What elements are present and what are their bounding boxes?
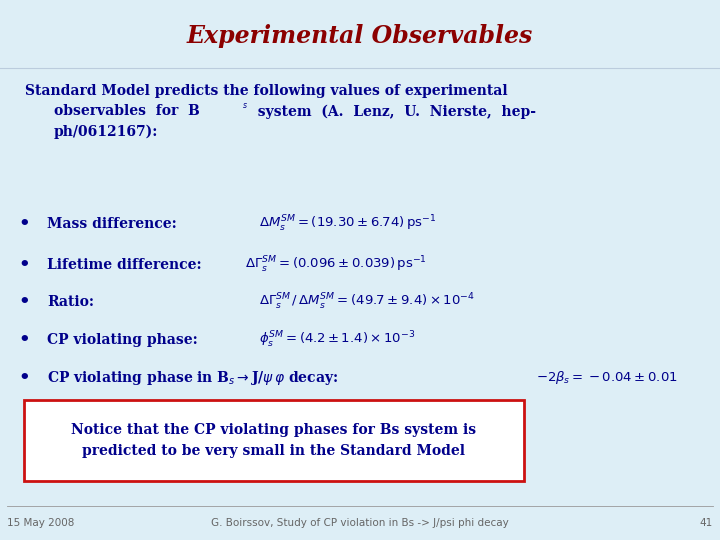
Text: •: • bbox=[18, 293, 30, 312]
Text: $_s$: $_s$ bbox=[242, 101, 248, 111]
Text: Experimental Observables: Experimental Observables bbox=[187, 24, 533, 48]
Text: CP violating phase in B$_s$$\rightarrow$J/$\psi\,\varphi$ decay:: CP violating phase in B$_s$$\rightarrow$… bbox=[47, 369, 338, 387]
Text: •: • bbox=[18, 215, 30, 233]
Text: •: • bbox=[18, 369, 30, 387]
Text: 15 May 2008: 15 May 2008 bbox=[7, 518, 75, 528]
Text: Lifetime difference:: Lifetime difference: bbox=[47, 258, 202, 272]
Text: $\Delta\Gamma_s^{SM}\,/\,\Delta M_s^{SM} = (49.7 \pm 9.4)\times10^{-4}$: $\Delta\Gamma_s^{SM}\,/\,\Delta M_s^{SM}… bbox=[259, 292, 475, 313]
Text: G. Boirssov, Study of CP violation in Bs -> J/psi phi decay: G. Boirssov, Study of CP violation in Bs… bbox=[211, 518, 509, 528]
Text: system  (A.  Lenz,  U.  Nierste,  hep-: system (A. Lenz, U. Nierste, hep- bbox=[248, 104, 536, 119]
Text: $\Delta\Gamma_s^{SM} = (0.096 \pm 0.039)\,\mathrm{ps}^{-1}$: $\Delta\Gamma_s^{SM} = (0.096 \pm 0.039)… bbox=[245, 254, 427, 275]
Text: $\phi_s^{SM} = (4.2 \pm 1.4)\times10^{-3}$: $\phi_s^{SM} = (4.2 \pm 1.4)\times10^{-3… bbox=[259, 330, 415, 350]
Text: $\Delta M_s^{SM} = (19.30 \pm 6.74)\,\mathrm{ps}^{-1}$: $\Delta M_s^{SM} = (19.30 \pm 6.74)\,\ma… bbox=[259, 214, 436, 234]
FancyBboxPatch shape bbox=[24, 400, 524, 481]
Text: •: • bbox=[18, 255, 30, 274]
Text: •: • bbox=[18, 331, 30, 349]
Text: Standard Model predicts the following values of experimental: Standard Model predicts the following va… bbox=[25, 84, 508, 98]
Text: Mass difference:: Mass difference: bbox=[47, 217, 176, 231]
Text: Notice that the CP violating phases for Bs system is
predicted to be very small : Notice that the CP violating phases for … bbox=[71, 422, 477, 458]
Text: ph/0612167):: ph/0612167): bbox=[54, 125, 158, 139]
Text: CP violating phase:: CP violating phase: bbox=[47, 333, 197, 347]
Text: 41: 41 bbox=[700, 518, 713, 528]
Text: Ratio:: Ratio: bbox=[47, 295, 94, 309]
Text: $-2\beta_s = -0.04 \pm 0.01$: $-2\beta_s = -0.04 \pm 0.01$ bbox=[536, 369, 678, 387]
Text: observables  for  B: observables for B bbox=[54, 104, 199, 118]
